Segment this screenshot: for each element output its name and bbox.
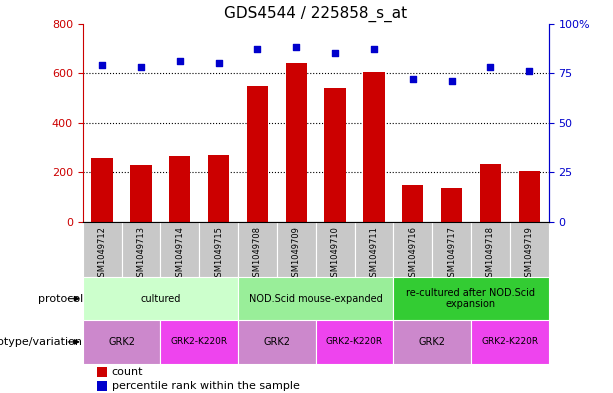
Text: re-cultured after NOD.Scid
expansion: re-cultured after NOD.Scid expansion: [406, 288, 536, 309]
Bar: [91, 158, 113, 222]
Text: cultured: cultured: [140, 294, 181, 304]
Bar: [519, 171, 540, 222]
Bar: [364, 72, 384, 222]
Bar: [83, 277, 238, 320]
Bar: [394, 222, 432, 277]
Point: [136, 64, 146, 70]
Bar: [97, 367, 107, 377]
Bar: [247, 86, 268, 222]
Text: NOD.Scid mouse-expanded: NOD.Scid mouse-expanded: [249, 294, 383, 304]
Text: genotype/variation: genotype/variation: [0, 337, 83, 347]
Bar: [324, 88, 346, 222]
Bar: [199, 222, 238, 277]
Bar: [316, 320, 394, 364]
Bar: [316, 222, 354, 277]
Text: protocol: protocol: [37, 294, 83, 304]
Title: GDS4544 / 225858_s_at: GDS4544 / 225858_s_at: [224, 6, 407, 22]
Bar: [354, 222, 394, 277]
Bar: [286, 63, 307, 222]
Bar: [441, 188, 462, 222]
Text: GSM1049712: GSM1049712: [97, 226, 107, 282]
Text: GSM1049713: GSM1049713: [137, 226, 145, 283]
Text: GRK2-K220R: GRK2-K220R: [326, 338, 383, 346]
Bar: [83, 222, 121, 277]
Bar: [131, 165, 151, 222]
Point: [485, 64, 495, 70]
Bar: [161, 320, 238, 364]
Bar: [169, 156, 191, 222]
Bar: [238, 320, 316, 364]
Text: GSM1049715: GSM1049715: [214, 226, 223, 282]
Text: GSM1049717: GSM1049717: [447, 226, 456, 283]
Point: [524, 68, 534, 74]
Bar: [83, 320, 161, 364]
Text: GRK2: GRK2: [419, 337, 446, 347]
Text: GSM1049709: GSM1049709: [292, 226, 301, 282]
Bar: [510, 222, 549, 277]
Text: GRK2: GRK2: [108, 337, 135, 347]
Bar: [97, 381, 107, 391]
Bar: [394, 320, 471, 364]
Bar: [471, 320, 549, 364]
Point: [97, 62, 107, 68]
Text: GSM1049710: GSM1049710: [330, 226, 340, 282]
Point: [408, 76, 417, 82]
Point: [447, 78, 457, 84]
Bar: [161, 222, 199, 277]
Bar: [277, 222, 316, 277]
Text: GSM1049719: GSM1049719: [525, 226, 534, 282]
Bar: [471, 222, 510, 277]
Bar: [402, 185, 424, 222]
Bar: [480, 164, 501, 222]
Bar: [208, 155, 229, 222]
Bar: [394, 277, 549, 320]
Text: GSM1049711: GSM1049711: [370, 226, 378, 282]
Text: GSM1049718: GSM1049718: [486, 226, 495, 283]
Point: [214, 60, 224, 66]
Bar: [432, 222, 471, 277]
Bar: [121, 222, 161, 277]
Bar: [238, 222, 277, 277]
Point: [291, 44, 301, 51]
Text: GRK2: GRK2: [264, 337, 291, 347]
Text: count: count: [112, 367, 143, 377]
Text: GSM1049708: GSM1049708: [253, 226, 262, 283]
Bar: [238, 277, 394, 320]
Text: GRK2-K220R: GRK2-K220R: [481, 338, 538, 346]
Text: GRK2-K220R: GRK2-K220R: [170, 338, 228, 346]
Text: GSM1049714: GSM1049714: [175, 226, 185, 282]
Point: [175, 58, 185, 64]
Point: [330, 50, 340, 57]
Point: [253, 46, 262, 53]
Text: percentile rank within the sample: percentile rank within the sample: [112, 381, 300, 391]
Text: GSM1049716: GSM1049716: [408, 226, 417, 283]
Point: [369, 46, 379, 53]
